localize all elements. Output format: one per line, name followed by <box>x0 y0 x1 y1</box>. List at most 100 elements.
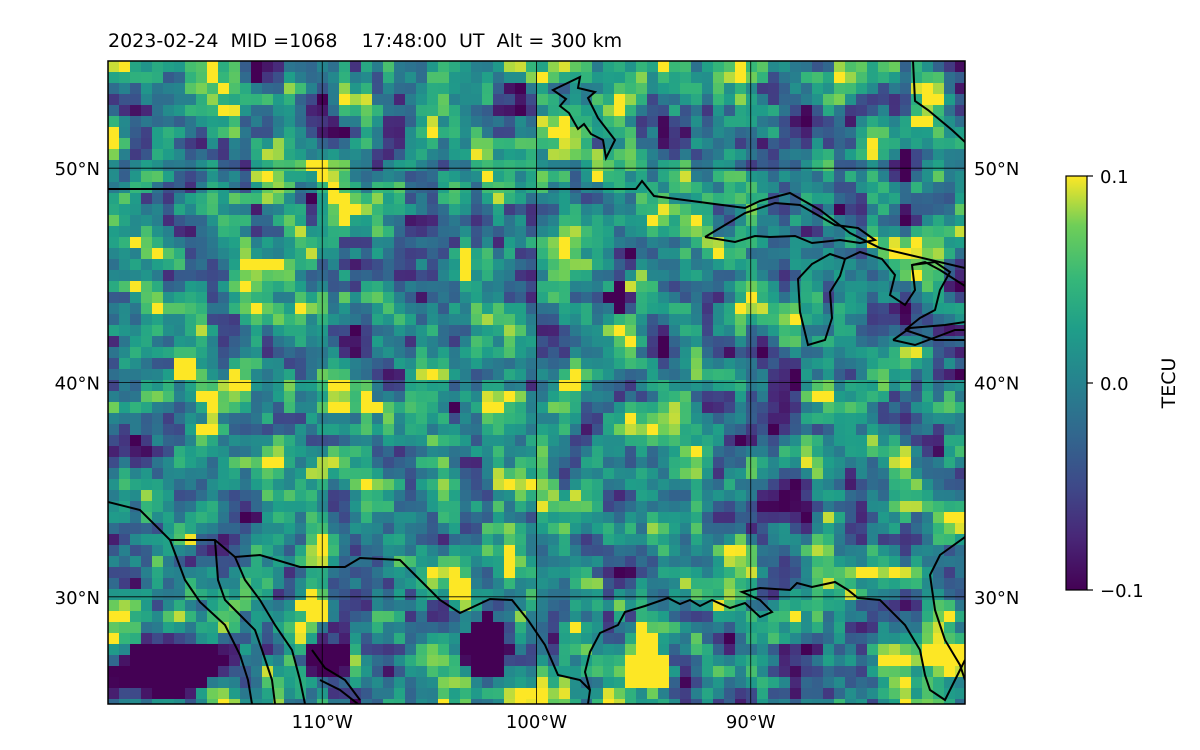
tec-cell <box>900 567 912 579</box>
tec-cell <box>944 325 956 337</box>
tec-cell <box>603 545 615 557</box>
tec-cell <box>592 490 604 502</box>
tec-cell <box>460 72 472 84</box>
tec-cell <box>955 259 965 271</box>
tec-cell <box>779 611 791 623</box>
tec-cell <box>460 215 472 227</box>
tec-cell <box>339 644 351 656</box>
tec-cell <box>867 105 879 117</box>
tec-cell <box>262 578 274 590</box>
tec-cell <box>801 600 813 612</box>
tec-cell <box>361 490 373 502</box>
tec-cell <box>559 512 571 524</box>
tec-cell <box>812 171 824 183</box>
tec-cell <box>196 578 208 590</box>
tec-cell <box>493 666 505 678</box>
tec-cell <box>405 226 417 238</box>
tec-cell <box>251 160 263 172</box>
tec-cell <box>339 314 351 326</box>
tec-cell <box>779 171 791 183</box>
tec-cell <box>251 457 263 469</box>
tec-cell <box>130 204 142 216</box>
tec-cell <box>669 600 681 612</box>
tec-cell <box>801 292 813 304</box>
tec-cell <box>350 72 362 84</box>
tec-cell <box>801 589 813 601</box>
tec-cell <box>812 303 824 315</box>
tec-cell <box>328 567 340 579</box>
tec-cell <box>658 171 670 183</box>
tec-cell <box>372 699 384 704</box>
tec-cell <box>438 204 450 216</box>
tec-cell <box>240 248 252 260</box>
tec-cell <box>141 105 153 117</box>
lat-tick-label-left: 40°N <box>55 374 100 395</box>
tec-cell <box>592 358 604 370</box>
tec-cell <box>647 666 659 678</box>
tec-cell <box>526 303 538 315</box>
tec-cell <box>273 182 285 194</box>
tec-cell <box>284 589 296 601</box>
tec-cell <box>284 94 296 106</box>
tec-cell <box>559 567 571 579</box>
tec-cell <box>658 699 670 704</box>
tec-cell <box>548 215 560 227</box>
tec-cell <box>647 270 659 282</box>
tec-cell <box>735 193 747 205</box>
tec-cell <box>889 380 901 392</box>
tec-cell <box>911 446 923 458</box>
tec-cell <box>636 622 648 634</box>
tec-cell <box>449 171 461 183</box>
tec-cell <box>691 259 703 271</box>
tec-cell <box>273 204 285 216</box>
tec-cell <box>834 83 846 95</box>
tec-cell <box>108 424 120 436</box>
tec-cell <box>757 589 769 601</box>
tec-cell <box>515 435 527 447</box>
tec-cell <box>713 666 725 678</box>
tec-cell <box>647 193 659 205</box>
tec-cell <box>812 226 824 238</box>
tec-cell <box>361 556 373 568</box>
tec-cell <box>823 259 835 271</box>
tec-cell <box>449 259 461 271</box>
tec-cell <box>878 622 890 634</box>
tec-cell <box>383 402 395 414</box>
tec-cell <box>515 325 527 337</box>
tec-cell <box>801 413 813 425</box>
tec-cell <box>834 479 846 491</box>
tec-cell <box>240 182 252 194</box>
tec-cell <box>328 138 340 150</box>
tec-cell <box>119 380 131 392</box>
tec-cell <box>581 512 593 524</box>
tec-cell <box>834 622 846 634</box>
tec-cell <box>900 435 912 447</box>
tec-cell <box>119 292 131 304</box>
tec-cell <box>306 270 318 282</box>
tec-cell <box>460 248 472 260</box>
lat-tick-label-left: 50°N <box>55 159 100 180</box>
tec-cell <box>460 633 472 645</box>
tec-cell <box>735 127 747 139</box>
tec-cell <box>911 655 923 667</box>
tec-cell <box>416 699 428 704</box>
tec-cell <box>779 501 791 513</box>
tec-cell <box>867 303 879 315</box>
tec-cell <box>845 435 857 447</box>
tec-cell <box>383 215 395 227</box>
tec-cell <box>614 424 626 436</box>
tec-cell <box>603 567 615 579</box>
tec-cell <box>119 226 131 238</box>
tec-cell <box>361 325 373 337</box>
tec-cell <box>504 292 516 304</box>
tec-cell <box>405 655 417 667</box>
tec-cell <box>559 402 571 414</box>
tec-cell <box>526 336 538 348</box>
tec-cell <box>229 281 241 293</box>
tec-cell <box>482 358 494 370</box>
tec-cell <box>944 237 956 249</box>
tec-cell <box>922 94 934 106</box>
tec-cell <box>383 479 395 491</box>
tec-cell <box>515 182 527 194</box>
tec-cell <box>713 138 725 150</box>
